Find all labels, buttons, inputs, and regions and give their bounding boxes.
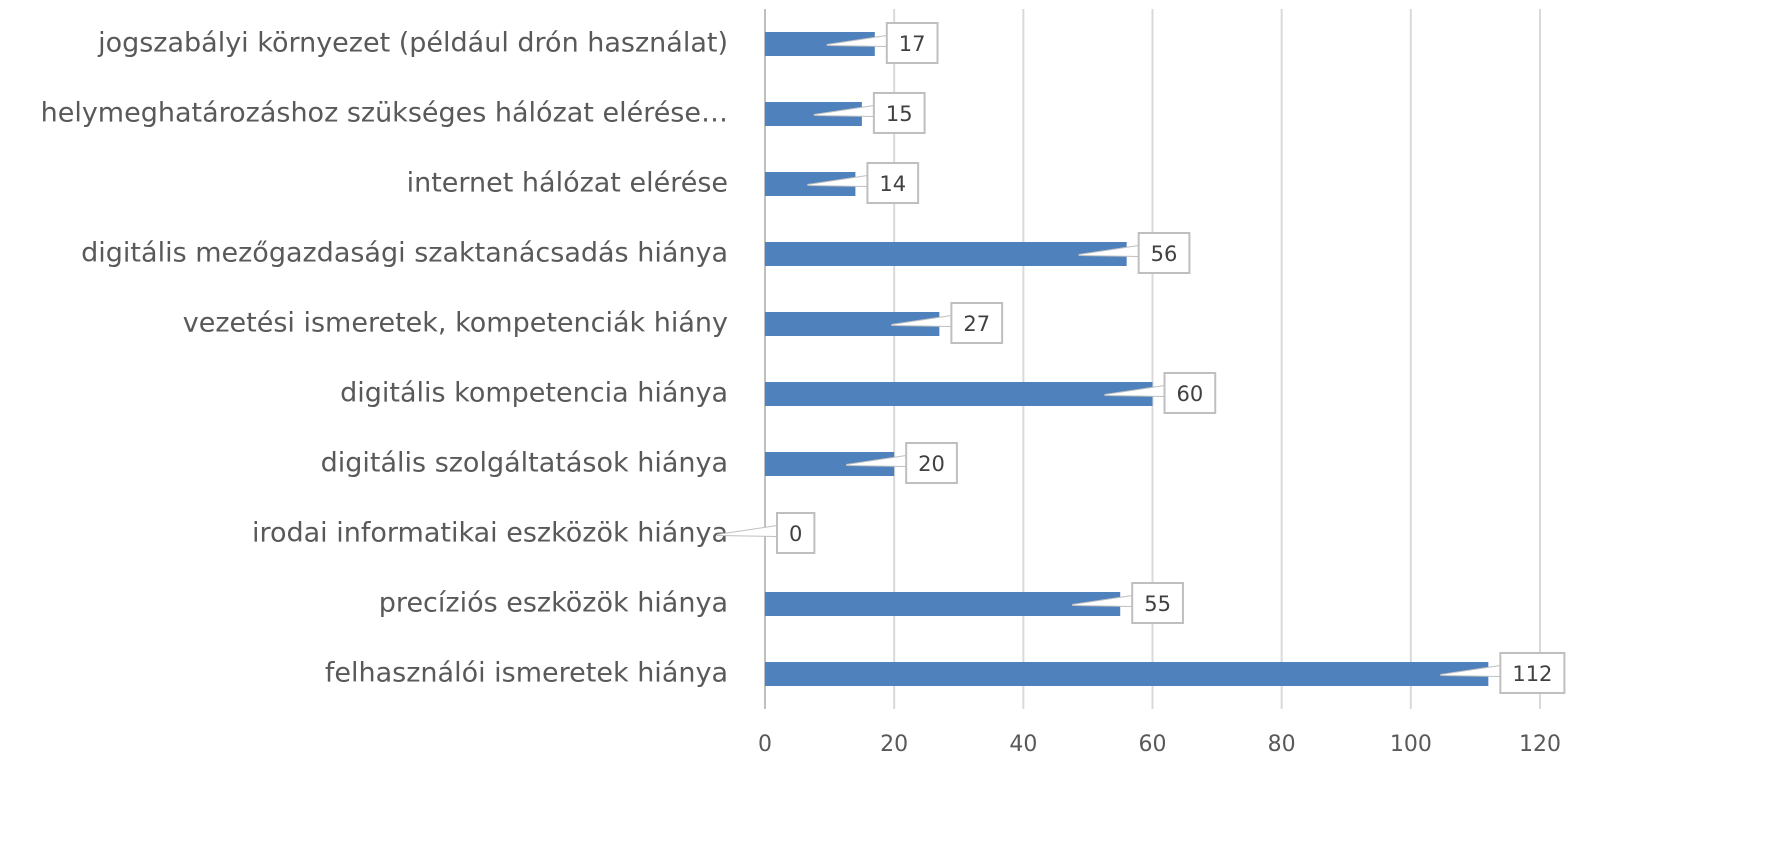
y-tick-label: digitális mezőgazdasági szaktanácsadás h… [81,238,728,269]
bar [765,382,1153,406]
data-label-pointer [1440,666,1501,676]
data-label-box [1163,372,1217,414]
data-label-box [1499,652,1566,694]
bar [765,242,1127,266]
data-label-pointer [807,176,868,186]
data-label-pointer [826,36,887,46]
data-label-pointer [846,456,907,466]
x-tick-label: 0 [758,732,772,757]
data-label-box [1131,582,1184,624]
data-label: 0 [789,522,802,546]
data-label-box [885,22,939,64]
data-label-pointer [1072,596,1133,606]
y-tick-label: felhasználói ismeretek hiánya [325,658,728,689]
x-tick-label: 60 [1139,732,1167,757]
data-label-pointer [813,106,874,116]
y-tick-label: vezetési ismeretek, kompetenciák hiány [183,308,728,339]
data-label: 112 [1512,662,1552,686]
data-label: 17 [899,32,926,56]
data-label-box [905,442,958,484]
data-label-box [872,92,926,134]
x-tick-label: 120 [1519,732,1561,757]
bar [765,662,1489,686]
y-tick-label: irodai informatikai eszközök hiánya [252,518,728,549]
data-label-box [776,512,816,554]
data-label-pointer [1078,246,1139,256]
y-tick-label: jogszabályi környezet (például drón hasz… [97,28,728,59]
data-label: 15 [886,102,913,126]
data-label: 56 [1151,242,1178,266]
y-tick-label: internet hálózat elérése [407,168,728,199]
y-tick-label: helymeghatározáshoz szükséges hálózat el… [41,98,728,129]
data-label: 55 [1144,592,1171,616]
y-tick-label: digitális szolgáltatások hiánya [321,448,728,479]
data-label-pointer [717,526,777,536]
x-tick-label: 20 [880,732,908,757]
data-label-pointer [1104,386,1165,396]
y-tick-label: precíziós eszközök hiánya [379,588,728,619]
data-label: 60 [1177,382,1204,406]
x-tick-label: 80 [1268,732,1296,757]
data-label: 20 [918,452,945,476]
bar [765,592,1121,616]
x-tick-label: 100 [1390,732,1432,757]
data-label-box [866,162,920,204]
x-tick-label: 40 [1009,732,1037,757]
data-label: 27 [963,312,990,336]
y-tick-label: digitális kompetencia hiánya [340,378,728,409]
data-label-box [950,302,1004,344]
data-label-box [1137,232,1191,274]
data-label-pointer [891,316,952,326]
data-label: 14 [879,172,906,196]
